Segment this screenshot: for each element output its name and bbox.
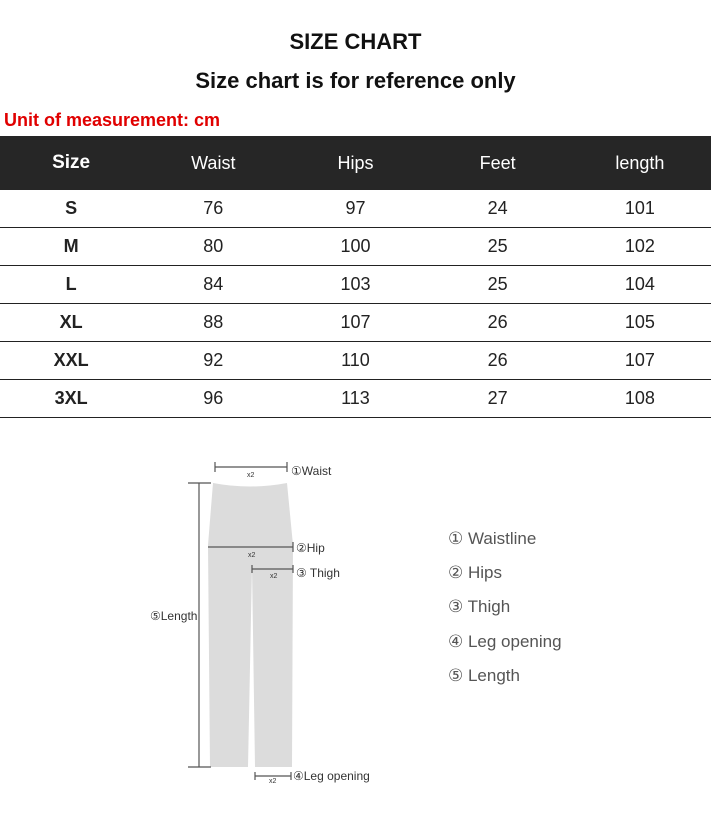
page-subtitle: Size chart is for reference only xyxy=(195,68,516,93)
legend-item-hips: ② Hips xyxy=(448,563,502,582)
cell-feet: 25 xyxy=(426,227,569,266)
header-feet: Feet xyxy=(426,136,569,190)
cell-length: 105 xyxy=(568,303,711,342)
cell-hips: 107 xyxy=(284,303,427,342)
table-row: S 76 97 24 101 xyxy=(0,190,711,228)
cell-waist: 92 xyxy=(142,341,285,380)
hip-multiplier: x2 xyxy=(248,552,256,559)
pants-illustration xyxy=(208,483,293,767)
cell-feet: 27 xyxy=(426,379,569,418)
cell-feet: 24 xyxy=(426,190,569,228)
cell-feet: 26 xyxy=(426,303,569,342)
page-title: SIZE CHART xyxy=(289,29,422,54)
length-label: ⑤Length xyxy=(150,609,197,623)
cell-length: 102 xyxy=(568,227,711,266)
cell-size: XXL xyxy=(0,341,143,380)
cell-feet: 26 xyxy=(426,341,569,380)
unit-note: Unit of measurement: cm xyxy=(4,110,221,130)
cell-waist: 84 xyxy=(142,265,285,304)
leg-opening-label: ④Leg opening xyxy=(293,769,370,783)
cell-feet: 25 xyxy=(426,265,569,304)
header-length: length xyxy=(568,136,711,190)
legend-item-length: ⑤ Length xyxy=(448,666,520,685)
leg-opening-multiplier: x2 xyxy=(269,778,277,785)
legend-item-waistline: ① Waistline xyxy=(448,529,536,548)
leg-opening-line xyxy=(254,772,292,780)
cell-size: L xyxy=(0,265,143,304)
cell-waist: 88 xyxy=(142,303,285,342)
waist-label: ①Waist xyxy=(291,464,332,478)
cell-hips: 110 xyxy=(284,341,427,380)
hip-line xyxy=(208,542,294,552)
cell-length: 101 xyxy=(568,190,711,228)
header-waist: Waist xyxy=(142,136,285,190)
table-row: M 80 100 25 102 xyxy=(0,227,711,266)
cell-size: 3XL xyxy=(0,379,143,418)
header-hips: Hips xyxy=(284,136,427,190)
cell-size: XL xyxy=(0,303,143,342)
hip-label: ②Hip xyxy=(296,541,325,555)
waist-line xyxy=(214,462,288,472)
table-header-row: Size Waist Hips Feet length xyxy=(0,136,711,190)
cell-waist: 76 xyxy=(142,190,285,228)
cell-size: M xyxy=(0,227,143,266)
cell-length: 104 xyxy=(568,265,711,304)
size-table: Size Waist Hips Feet length S 76 97 24 101 M 8… xyxy=(0,136,711,418)
cell-hips: 100 xyxy=(284,227,427,266)
table-row: L 84 103 25 104 xyxy=(0,265,711,304)
cell-length: 108 xyxy=(568,379,711,418)
thigh-line xyxy=(251,565,294,573)
header-size: Size xyxy=(0,136,143,190)
thigh-label: ③ Thigh xyxy=(296,566,340,580)
legend-item-thigh: ③ Thigh xyxy=(448,597,510,616)
cell-length: 107 xyxy=(568,341,711,380)
cell-hips: 103 xyxy=(284,265,427,304)
legend-item-leg-opening: ④ Leg opening xyxy=(448,632,562,651)
thigh-multiplier: x2 xyxy=(270,573,278,580)
table-row: XXL 92 110 26 107 xyxy=(0,341,711,380)
waist-multiplier: x2 xyxy=(247,472,255,479)
cell-waist: 80 xyxy=(142,227,285,266)
cell-hips: 97 xyxy=(284,190,427,228)
length-line xyxy=(188,482,211,768)
cell-size: S xyxy=(0,190,143,228)
table-row: XL 88 107 26 105 xyxy=(0,303,711,342)
table-row: 3XL 96 113 27 108 xyxy=(0,379,711,418)
cell-hips: 113 xyxy=(284,379,427,418)
cell-waist: 96 xyxy=(142,379,285,418)
